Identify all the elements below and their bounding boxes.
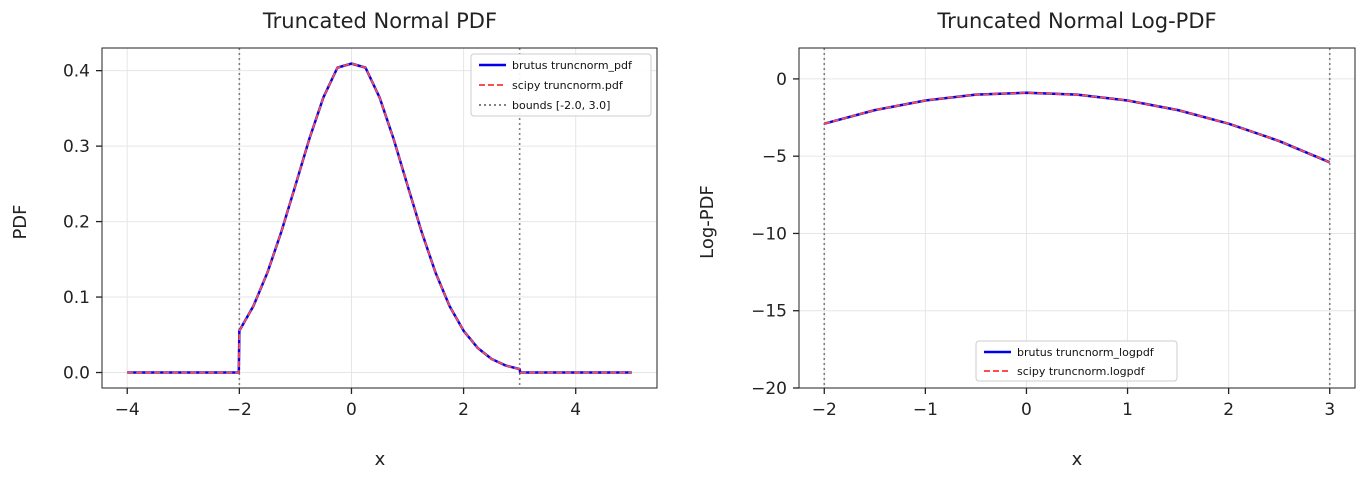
pdf-xtick-label: −4 [115,400,140,420]
logpdf-ytick-label: 0 [776,70,787,90]
pdf-chart-xlabel: x [375,449,386,470]
logpdf-series-brutus-line [823,91,1331,164]
logpdf-ytick-label: −20 [751,379,787,399]
logpdf-ytick-label: −15 [751,302,787,322]
logpdf-ytick-label: −10 [751,224,787,244]
pdf-chart-ylabel: PDF [10,204,31,239]
pdf-legend-bounds-label: bounds [-2.0, 3.0] [512,99,610,112]
logpdf-chart-grid [799,48,1355,389]
pdf-chart-title: Truncated Normal PDF [262,9,497,33]
logpdf-xtick-label: 2 [1223,400,1234,420]
logpdf-xtick-label: 3 [1324,400,1335,420]
pdf-chart: Truncated Normal PDF x PDF −4 −2 0 2 4 0.0 0.1… [10,9,658,470]
logpdf-chart-xlabel: x [1072,449,1083,470]
pdf-chart-series [127,62,632,374]
logpdf-chart: Truncated Normal Log-PDF x Log-PDF −2 −1 0… [697,9,1356,470]
logpdf-legend-scipy-label: scipy truncnorm.logpdf [1017,365,1146,378]
logpdf-ytick-label: −5 [762,147,787,167]
pdf-ytick-label: 0.2 [63,213,90,233]
logpdf-xtick-label: −1 [913,400,938,420]
pdf-xtick-label: 2 [458,400,469,420]
logpdf-xtick-label: −2 [812,400,837,420]
pdf-chart-ticks: −4 −2 0 2 4 0.0 0.1 0.2 0.3 0.4 [63,62,581,420]
pdf-ytick-label: 0.1 [63,288,90,308]
logpdf-chart-frame [798,47,1356,389]
pdf-legend-scipy-label: scipy truncnorm.pdf [512,79,624,92]
pdf-series-scipy-line [127,62,632,374]
pdf-ytick-label: 0.4 [63,62,90,82]
logpdf-xtick-label: 0 [1021,400,1032,420]
pdf-ytick-label: 0.3 [63,137,90,157]
pdf-ytick-label: 0.0 [63,364,90,384]
pdf-xtick-label: −2 [227,400,252,420]
pdf-chart-frame [101,47,658,389]
logpdf-chart-series [823,91,1331,164]
logpdf-legend-box [975,340,1178,382]
logpdf-chart-ylabel: Log-PDF [697,185,718,259]
pdf-xtick-label: 4 [570,400,581,420]
logpdf-series-scipy-line [824,91,1331,164]
pdf-xtick-label: 0 [346,400,357,420]
logpdf-chart-bounds [823,48,1331,388]
pdf-legend-brutus-label: brutus truncnorm_pdf [512,59,633,72]
logpdf-xtick-label: 1 [1122,400,1133,420]
logpdf-chart-ticks: −2 −1 0 1 2 30−5−10−15−20 [751,70,1335,420]
pdf-legend-box [470,53,652,117]
pdf-chart-legend: brutus truncnorm_pdf scipy truncnorm.pdf… [470,53,652,117]
logpdf-chart-title: Truncated Normal Log-PDF [936,9,1216,33]
logpdf-chart-legend: brutus truncnorm_logpdf scipy truncnorm.… [975,340,1178,382]
logpdf-legend-brutus-label: brutus truncnorm_logpdf [1017,346,1155,359]
